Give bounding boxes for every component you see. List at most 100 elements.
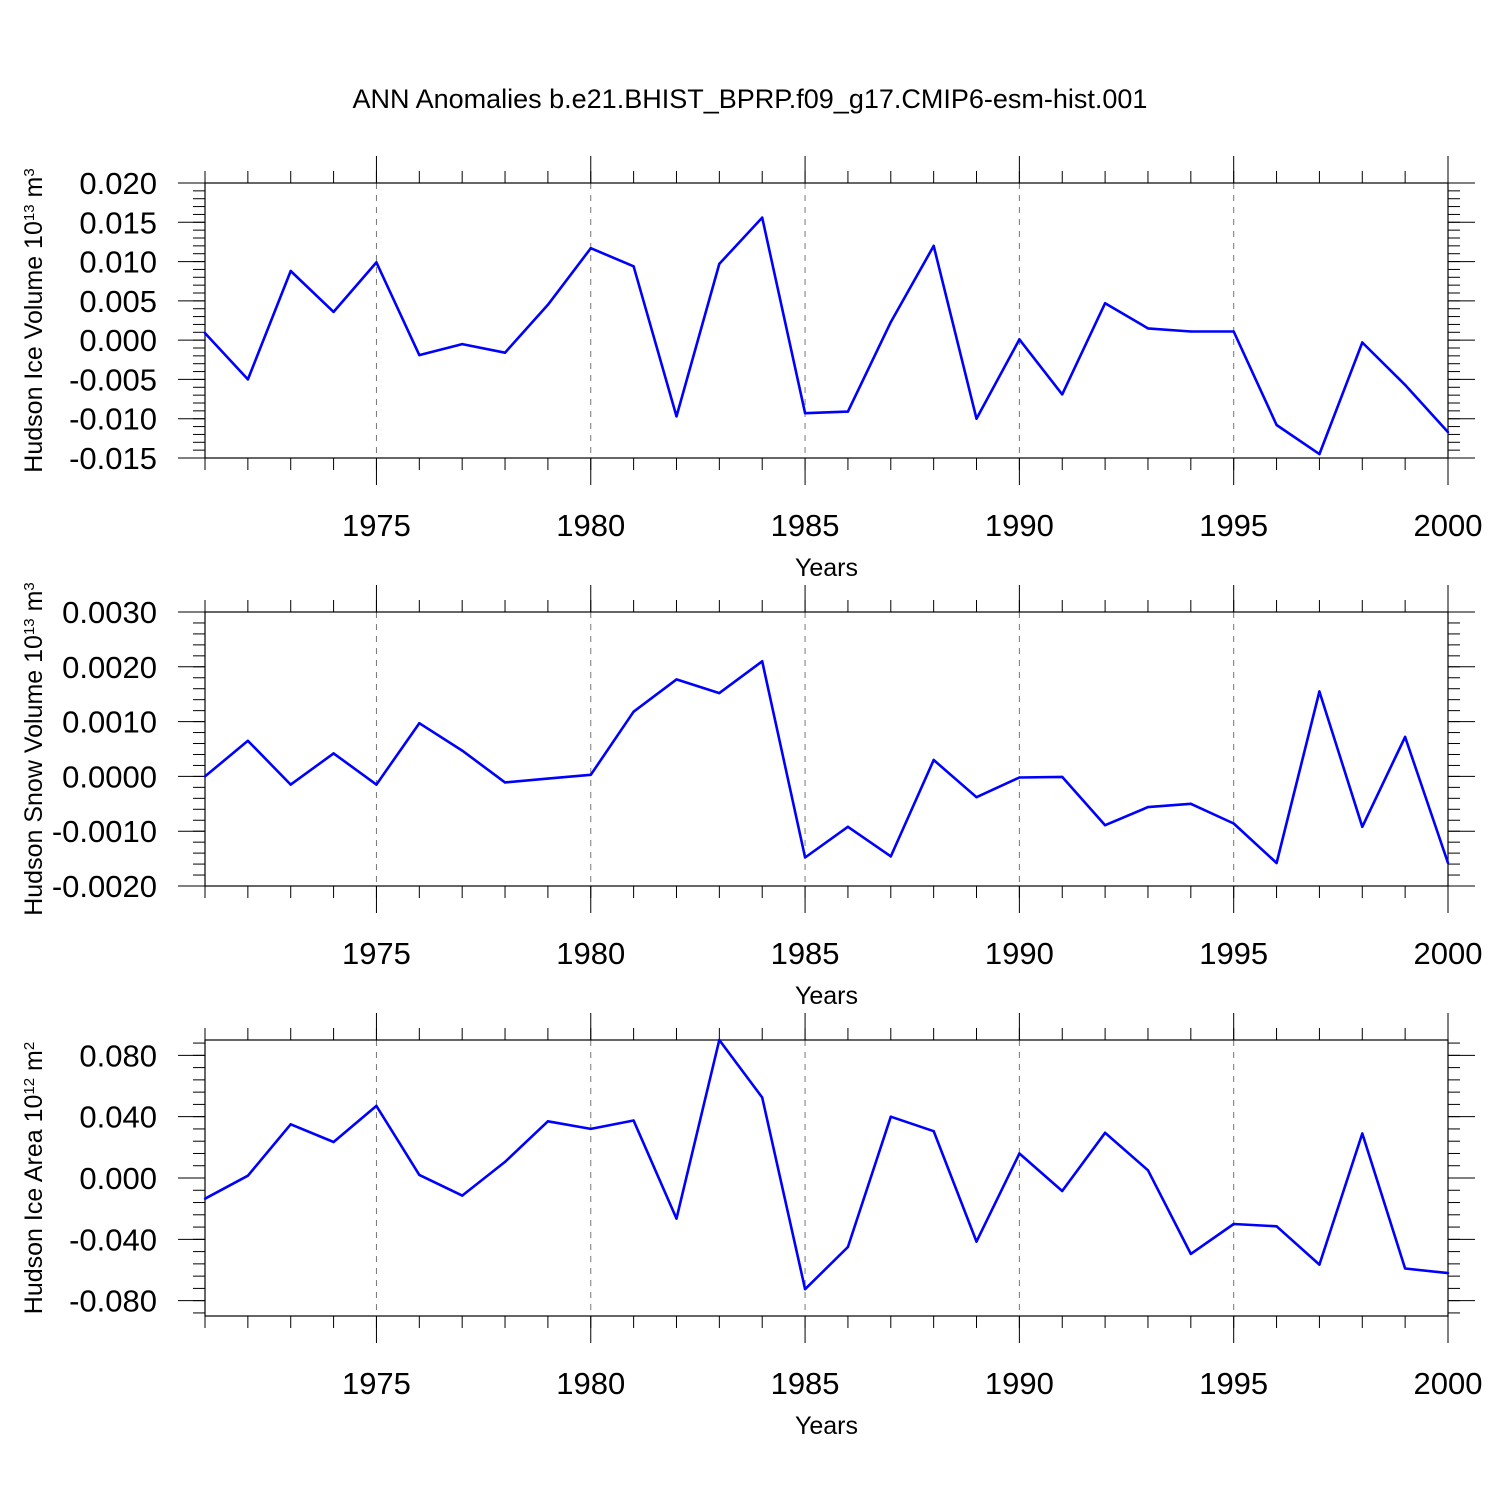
series-line	[204, 216, 1449, 456]
data-point	[1146, 1169, 1150, 1172]
data-point	[975, 1240, 978, 1243]
x-tick-label: 1985	[771, 1366, 840, 1401]
data-point	[1318, 452, 1321, 456]
data-point	[975, 417, 978, 420]
y-tick-label: 0.005	[79, 284, 157, 319]
x-axis-label: Years	[795, 554, 858, 582]
data-point	[375, 783, 378, 786]
data-point	[846, 410, 850, 413]
data-point	[1103, 823, 1107, 827]
data-point	[289, 1123, 292, 1126]
data-point	[803, 412, 807, 415]
y-tick-label: 0.080	[79, 1038, 157, 1073]
data-point	[1232, 330, 1235, 333]
y-tick-label: 0.000	[79, 1161, 157, 1196]
data-point	[761, 216, 764, 219]
x-tick-label: 1985	[771, 508, 840, 543]
x-tick-label: 1980	[556, 508, 625, 543]
data-point	[546, 777, 550, 780]
y-tick-label: -0.040	[69, 1222, 157, 1257]
data-point	[718, 1038, 721, 1042]
y-axis-label: Hudson Ice Area 1012 m2	[20, 1042, 48, 1314]
x-tick-label: 1985	[771, 936, 840, 971]
y-tick-label: -0.0010	[52, 814, 157, 849]
data-point	[803, 856, 807, 859]
data-point	[418, 1173, 421, 1177]
data-point	[932, 758, 935, 762]
panel-snow-volume: -0.0020 -0.0010 0.0000 0.0010 0.0020 0.0030 19…	[20, 582, 1482, 1010]
data-point	[246, 1174, 250, 1177]
y-tick-label: 0.040	[79, 1100, 157, 1135]
data-point	[589, 1127, 592, 1131]
x-tick-label: 1995	[1199, 508, 1268, 543]
y-tick-label: -0.015	[69, 441, 157, 476]
data-point	[1361, 825, 1364, 829]
series-line	[204, 1038, 1449, 1291]
data-point	[1275, 861, 1278, 865]
data-point	[761, 1096, 764, 1099]
x-tick-label: 1975	[342, 1366, 411, 1401]
data-point	[675, 678, 678, 681]
x-tick-label: 2000	[1414, 936, 1483, 971]
data-point	[1446, 430, 1450, 434]
data-point	[675, 415, 678, 418]
x-tick-label: 1975	[342, 508, 411, 543]
data-point	[1061, 775, 1064, 779]
data-point	[889, 1115, 892, 1118]
data-point	[632, 265, 635, 268]
data-point	[375, 261, 378, 264]
data-point	[1361, 341, 1364, 344]
data-point	[460, 749, 464, 752]
data-point	[846, 1245, 850, 1249]
data-point	[1189, 1252, 1193, 1256]
data-point	[1318, 1263, 1321, 1266]
x-tick-label: 1995	[1199, 1366, 1268, 1401]
data-point	[1018, 338, 1021, 341]
data-point	[546, 1120, 550, 1123]
panel-ice-volume: -0.015 -0.010 -0.005 0.000 0.005 0.010 0.015 0.…	[20, 156, 1482, 582]
y-axis-label: Hudson Snow Volume 1013 m3	[20, 582, 48, 916]
data-point	[1103, 1131, 1107, 1134]
data-point	[1403, 735, 1407, 739]
data-point	[1275, 1225, 1278, 1228]
data-point	[460, 1194, 464, 1197]
data-point	[675, 1217, 678, 1220]
y-tick-label: 0.010	[79, 245, 157, 280]
data-point	[1189, 802, 1193, 805]
data-point	[1018, 1152, 1021, 1155]
data-point	[1018, 776, 1021, 779]
data-point	[1146, 805, 1150, 809]
data-point	[375, 1104, 378, 1108]
x-tick-label: 1990	[985, 1366, 1054, 1401]
data-point	[418, 722, 421, 725]
data-point	[632, 1119, 635, 1122]
y-tick-label: -0.005	[69, 362, 157, 397]
x-axis-label: Years	[795, 1412, 858, 1440]
y-tick-label: 0.0010	[62, 705, 157, 740]
data-point	[289, 269, 292, 273]
data-point	[1232, 822, 1235, 825]
data-point	[503, 781, 507, 784]
y-tick-label: 0.0020	[62, 650, 157, 685]
plot-frame	[204, 611, 1449, 887]
data-point	[932, 244, 935, 248]
y-tick-label: 0.020	[79, 166, 157, 201]
y-tick-label: -0.010	[69, 402, 157, 437]
data-point	[1061, 393, 1064, 396]
y-tick-label: 0.0000	[62, 759, 157, 794]
data-point	[889, 320, 892, 324]
data-point	[975, 796, 978, 799]
data-point	[1275, 423, 1278, 427]
panel-ice-area: -0.080 -0.040 0.000 0.040 0.080 1975 1980 1985 1…	[20, 1013, 1482, 1440]
data-point	[332, 310, 335, 314]
data-point	[503, 1160, 507, 1164]
data-point	[1318, 690, 1321, 693]
x-tick-label: 1995	[1199, 936, 1268, 971]
data-point	[418, 353, 421, 357]
data-point	[846, 825, 850, 829]
data-point	[460, 342, 464, 346]
data-point	[203, 775, 207, 778]
data-point	[289, 783, 292, 786]
data-point	[246, 378, 250, 381]
